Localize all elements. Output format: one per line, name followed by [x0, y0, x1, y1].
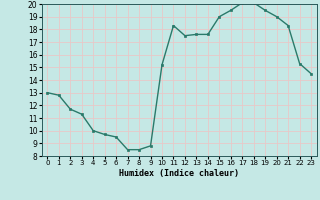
X-axis label: Humidex (Indice chaleur): Humidex (Indice chaleur)	[119, 169, 239, 178]
